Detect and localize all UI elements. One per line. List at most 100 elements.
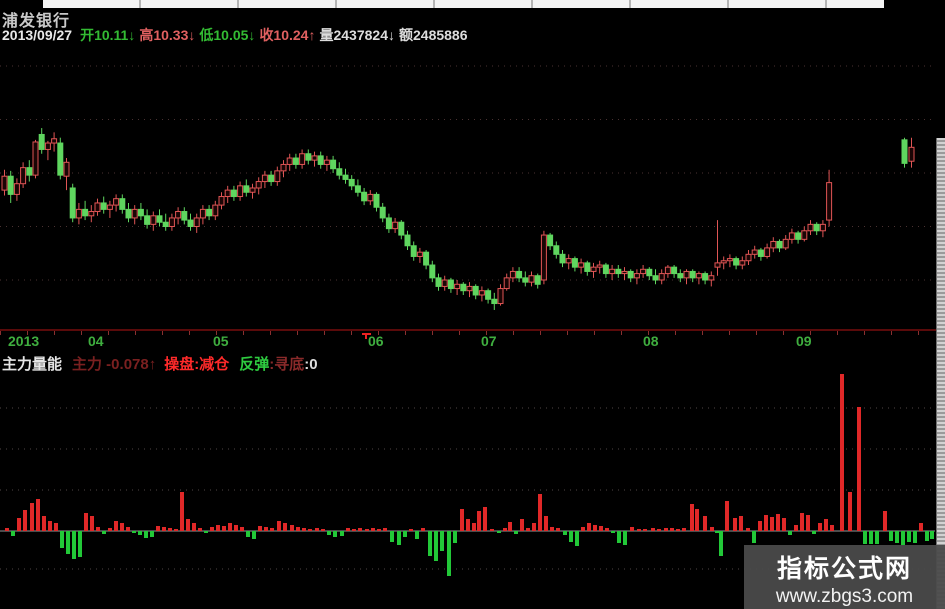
volume-bar <box>739 516 743 531</box>
candle <box>540 234 547 281</box>
volume-bar <box>277 521 281 531</box>
volume-bar <box>719 531 723 556</box>
volume-bar <box>544 516 548 531</box>
vertical-scrollbar[interactable] <box>936 138 945 609</box>
volume-bar <box>497 531 501 533</box>
volume-bar <box>483 507 487 531</box>
volume-bar <box>102 531 106 534</box>
candle <box>826 182 833 221</box>
volume-bar <box>599 526 603 531</box>
quote-field-开: 开10.11↓ <box>80 27 136 43</box>
volume-bar <box>581 527 585 531</box>
candle <box>745 253 752 262</box>
volume-bar <box>290 525 294 531</box>
volume-bar <box>383 528 387 531</box>
candle <box>150 215 157 225</box>
axis-label-07: 07 <box>481 333 497 349</box>
candle <box>813 223 820 232</box>
volume-bar <box>5 528 9 531</box>
volume-bar <box>240 527 244 531</box>
candle <box>596 264 603 268</box>
volume-bar <box>30 503 34 531</box>
candle <box>565 258 572 264</box>
candle <box>156 215 163 223</box>
volume-bar <box>758 521 762 531</box>
candle <box>342 174 349 180</box>
volume-bar <box>863 531 867 544</box>
candle <box>609 268 616 275</box>
candle <box>528 275 535 283</box>
candle <box>354 185 361 193</box>
volume-bar <box>776 514 780 531</box>
candle <box>82 208 89 217</box>
candle <box>652 275 659 281</box>
candle <box>13 183 20 195</box>
volume-bar <box>234 525 238 531</box>
candle <box>522 277 529 283</box>
volume-bar <box>907 531 911 542</box>
volume-bar <box>296 527 300 531</box>
candle <box>485 290 492 300</box>
candle <box>292 157 299 165</box>
candle <box>249 187 256 193</box>
volume-bar <box>308 529 312 531</box>
volume-bar <box>48 521 52 531</box>
candle <box>739 260 746 266</box>
volume-bar <box>925 531 929 541</box>
quote-fields: 开10.11↓ 高10.33↓ 低10.05↓ 收10.24↑ 量2437824↓ 额24… <box>80 27 471 43</box>
volume-bar <box>593 525 597 531</box>
candle <box>441 279 448 287</box>
watermark-url: www.zbgs3.com <box>775 586 914 607</box>
volume-bar <box>264 527 268 531</box>
volume-bar <box>216 525 220 531</box>
candle <box>497 288 504 305</box>
quote-date: 2013/09/27 <box>2 27 73 43</box>
volume-bar <box>434 531 438 561</box>
volume-bar <box>156 526 160 531</box>
volume-bar <box>526 528 530 531</box>
candle <box>516 270 523 279</box>
volume-bar <box>78 531 82 557</box>
volume-bar <box>66 531 70 554</box>
candle <box>237 185 244 198</box>
candle <box>578 262 585 268</box>
volume-bar <box>477 511 481 531</box>
axis-label-2013: 2013 <box>8 333 40 349</box>
volume-bar <box>377 529 381 531</box>
watermark-site-name: 指标公式网 <box>776 555 912 583</box>
candle <box>714 262 721 268</box>
indicator-rebound-label: 反弹 <box>239 356 270 373</box>
axis-label-05: 05 <box>213 333 229 349</box>
candle <box>908 146 915 162</box>
candle <box>801 230 808 240</box>
volume-bar <box>919 523 923 531</box>
volume-bar <box>96 527 100 531</box>
candle <box>398 221 405 236</box>
volume-bar <box>440 531 444 551</box>
volume-bar <box>358 528 362 531</box>
candle <box>348 178 355 187</box>
volume-bar <box>770 517 774 531</box>
indicator-header: 主力量能 主力 -0.078↑ 操盘:减仓 反弹:寻底:0 <box>2 353 702 373</box>
volume-bar <box>800 513 804 531</box>
volume-bar <box>192 523 196 531</box>
volume-bar <box>150 531 154 537</box>
volume-bar <box>764 515 768 531</box>
volume-bar <box>23 510 27 531</box>
volume-bar <box>875 531 879 544</box>
volume-bar <box>848 492 852 531</box>
candle <box>664 266 671 275</box>
volume-bar <box>54 523 58 531</box>
volume-bar <box>321 529 325 531</box>
axis-marker-icon <box>362 333 371 335</box>
candle <box>131 208 138 219</box>
volume-bar <box>746 528 750 531</box>
candle <box>38 133 45 150</box>
candle <box>695 273 702 279</box>
volume-bar <box>710 527 714 531</box>
candle <box>26 167 33 176</box>
volume-bar <box>453 531 457 543</box>
volume-bar <box>114 521 118 531</box>
volume-bar <box>210 527 214 531</box>
volume-bar <box>204 531 208 533</box>
